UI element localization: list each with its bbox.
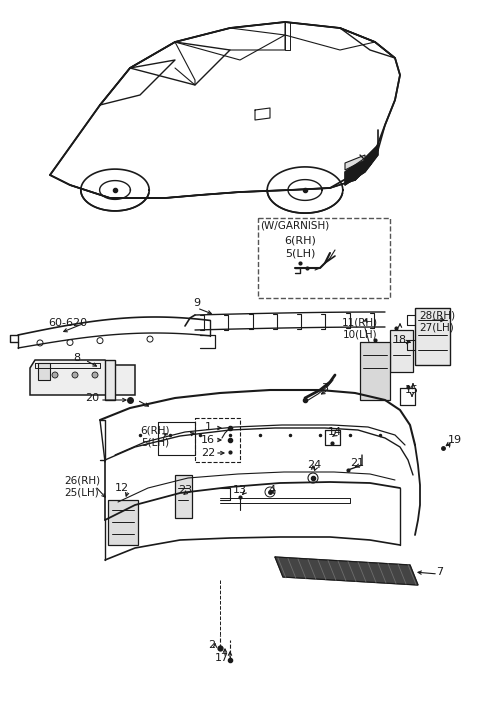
Polygon shape — [105, 360, 115, 400]
Text: 26(RH): 26(RH) — [64, 475, 100, 485]
Text: 5(LH): 5(LH) — [141, 437, 169, 447]
Text: 20: 20 — [85, 393, 99, 403]
Bar — [258, 218, 390, 298]
Polygon shape — [38, 363, 50, 380]
Polygon shape — [390, 330, 413, 372]
Circle shape — [52, 372, 58, 378]
Text: 16: 16 — [201, 435, 215, 445]
Text: 27(LH): 27(LH) — [420, 322, 455, 332]
Text: 14: 14 — [328, 427, 342, 437]
Text: 15: 15 — [405, 385, 419, 395]
Text: 60-620: 60-620 — [48, 318, 87, 328]
Polygon shape — [108, 500, 138, 545]
Text: 24: 24 — [307, 460, 321, 470]
Text: 23: 23 — [178, 485, 192, 495]
Polygon shape — [175, 475, 192, 518]
Text: 6(RH): 6(RH) — [140, 425, 170, 435]
Polygon shape — [275, 557, 418, 585]
Text: 18: 18 — [393, 335, 407, 345]
Circle shape — [72, 372, 78, 378]
Text: 21: 21 — [350, 458, 364, 468]
Polygon shape — [345, 155, 365, 170]
Text: 25(LH): 25(LH) — [65, 487, 99, 497]
Text: 2: 2 — [208, 640, 216, 650]
Text: 22: 22 — [201, 448, 215, 458]
Text: 3: 3 — [322, 383, 328, 393]
Text: 17: 17 — [215, 653, 229, 663]
Text: 5(LH): 5(LH) — [285, 248, 315, 258]
Polygon shape — [345, 145, 378, 185]
Text: 12: 12 — [115, 483, 129, 493]
Text: 19: 19 — [448, 435, 462, 445]
Text: 6(RH): 6(RH) — [284, 235, 316, 245]
Text: 9: 9 — [193, 298, 201, 308]
Polygon shape — [415, 308, 450, 365]
Text: 10(LH): 10(LH) — [343, 329, 377, 339]
Text: 11(RH): 11(RH) — [342, 317, 378, 327]
Text: 7: 7 — [436, 567, 444, 577]
Text: 28(RH): 28(RH) — [419, 310, 455, 320]
Circle shape — [92, 372, 98, 378]
Text: 1: 1 — [204, 422, 212, 432]
Text: 13: 13 — [233, 485, 247, 495]
Text: (W/GARNISH): (W/GARNISH) — [260, 220, 330, 230]
Text: 4: 4 — [268, 485, 276, 495]
Text: 8: 8 — [73, 353, 81, 363]
Polygon shape — [30, 360, 135, 395]
Polygon shape — [360, 342, 390, 400]
